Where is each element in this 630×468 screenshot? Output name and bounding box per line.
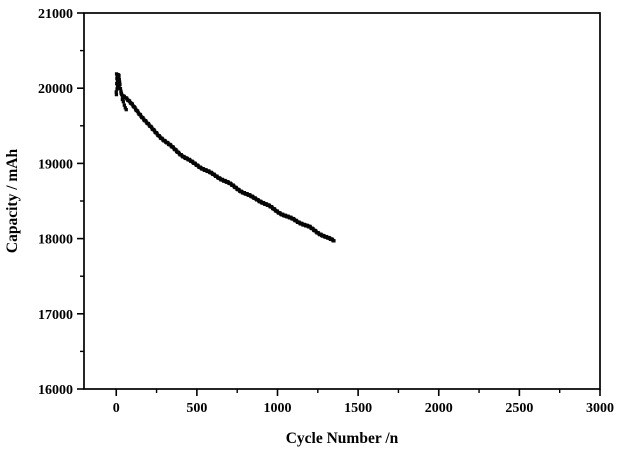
data-point — [114, 92, 119, 97]
data-point — [121, 100, 125, 104]
y-tick-label: 19000 — [38, 157, 73, 172]
y-tick-label: 18000 — [38, 233, 73, 248]
y-tick-label: 20000 — [38, 82, 73, 97]
data-point — [118, 82, 122, 87]
x-axis-title: Cycle Number /n — [286, 430, 399, 447]
data-point — [124, 107, 128, 112]
x-tick-label: 1000 — [264, 401, 292, 416]
data-point — [117, 73, 121, 78]
data-point — [119, 89, 123, 93]
data-point — [117, 77, 121, 81]
x-tick-label: 1500 — [344, 401, 372, 416]
data-point — [114, 90, 118, 94]
data-point — [118, 86, 123, 91]
plot-frame — [83, 12, 601, 390]
y-axis-title: Capacity / mAh — [4, 149, 21, 254]
x-tick-label: 2500 — [505, 401, 533, 416]
x-tick-label: 3000 — [586, 401, 614, 416]
data-point — [120, 97, 125, 102]
plot-area: 0 500 1000 1500 2000 2500 3000 16000 17000 18000 1… — [38, 7, 614, 416]
data-point — [122, 103, 126, 107]
y-tick-label: 17000 — [38, 308, 73, 323]
x-tick-label: 2000 — [425, 401, 453, 416]
y-tick-label: 21000 — [38, 7, 73, 22]
y-tick-label: 16000 — [38, 383, 73, 398]
data-point — [117, 86, 121, 90]
x-tick-label: 500 — [186, 401, 207, 416]
data-point — [117, 80, 122, 84]
data-point-last — [332, 239, 336, 243]
x-tick-label: 0 — [113, 401, 120, 416]
data-point — [123, 106, 127, 110]
